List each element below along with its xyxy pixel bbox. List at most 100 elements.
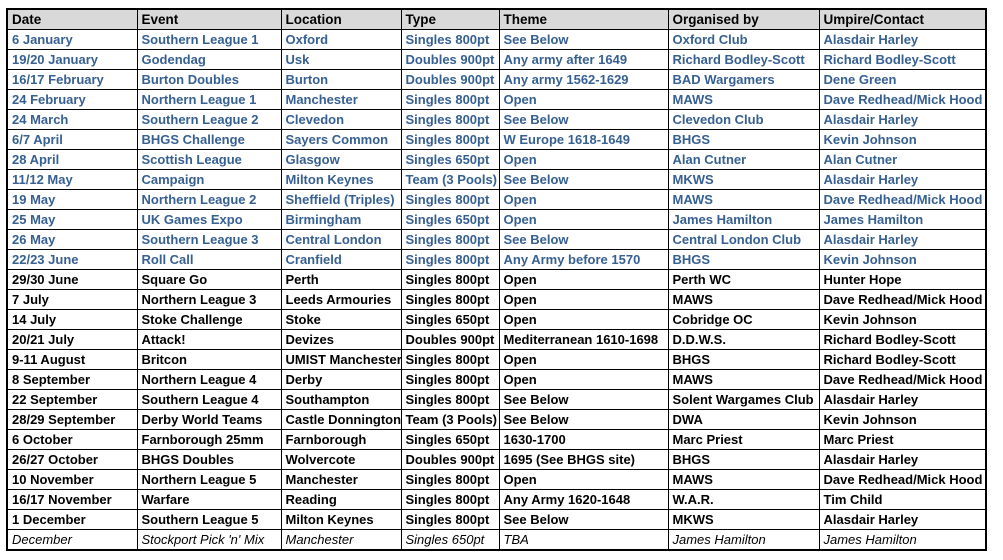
table-cell: Open [498, 89, 669, 110]
table-cell: Dave Redhead/Mick Hood [818, 89, 987, 110]
table-cell: Singles 650pt [400, 309, 500, 330]
table-cell: Southern League 3 [136, 229, 282, 250]
table-cell: Northern League 2 [136, 189, 282, 210]
table-cell: 1695 (See BHGS site) [498, 449, 669, 470]
table-cell: Richard Bodley-Scott [818, 349, 987, 370]
table-cell: 22 September [6, 389, 138, 410]
table-cell: Birmingham [280, 209, 402, 230]
table-cell: James Hamilton [818, 209, 987, 230]
table-cell: Any Army 1620-1648 [498, 489, 669, 510]
table-row: 7 July Northern League 3 Leeds Armouries Si… [6, 289, 987, 310]
table-cell: Oxford [280, 29, 402, 50]
table-cell: BHGS [667, 449, 820, 470]
table-cell: Singles 650pt [400, 149, 500, 170]
table-row: 26 May Southern League 3 Central London Sin… [6, 229, 987, 250]
table-cell: Singles 800pt [400, 269, 500, 290]
table-row: 28 April Scottish League Glasgow Singles 65… [6, 149, 987, 170]
table-cell: MKWS [667, 509, 820, 530]
table-row: 24 February Northern League 1 Manchester Si… [6, 89, 987, 110]
table-cell: Clevedon [280, 109, 402, 130]
table-cell: 7 July [6, 289, 138, 310]
table-cell: Singles 800pt [400, 129, 500, 150]
table-cell: Cobridge OC [667, 309, 820, 330]
table-cell: See Below [498, 389, 669, 410]
table-cell: Dave Redhead/Mick Hood [818, 469, 987, 490]
table-cell: Wolvercote [280, 449, 402, 470]
table-cell: Southampton [280, 389, 402, 410]
table-cell: James Hamilton [818, 529, 987, 551]
table-cell: Alan Cutner [818, 149, 987, 170]
table-cell: Oxford Club [667, 29, 820, 50]
table-cell: Hunter Hope [818, 269, 987, 290]
table-cell: See Below [498, 29, 669, 50]
table-cell: 11/12 May [6, 169, 138, 190]
table-cell: Warfare [136, 489, 282, 510]
table-cell: Burton Doubles [136, 69, 282, 90]
table-cell: Sheffield (Triples) [280, 189, 402, 210]
table-cell: Open [498, 349, 669, 370]
column-header-date: Date [6, 8, 138, 30]
table-cell: W Europe 1618-1649 [498, 129, 669, 150]
table-cell: Farnborough [280, 429, 402, 450]
table-cell: MKWS [667, 169, 820, 190]
table-cell: MAWS [667, 369, 820, 390]
table-cell: Central London [280, 229, 402, 250]
table-cell: Any army after 1649 [498, 49, 669, 70]
table-row: December Stockport Pick 'n' Mix Manchester… [6, 529, 987, 551]
table-row: 8 September Northern League 4 Derby Singles… [6, 369, 987, 390]
table-cell: Perth WC [667, 269, 820, 290]
table-cell: Devizes [280, 329, 402, 350]
table-cell: UMIST Manchester [280, 349, 402, 370]
table-cell: 16/17 November [6, 489, 138, 510]
table-row: 6/7 April BHGS Challenge Sayers Common Sing… [6, 129, 987, 150]
table-cell: Team (3 Pools) [400, 409, 500, 430]
table-cell: Campaign [136, 169, 282, 190]
table-cell: 19 May [6, 189, 138, 210]
table-cell: Square Go [136, 269, 282, 290]
table-cell: Castle Donnington [280, 409, 402, 430]
table-cell: 29/30 June [6, 269, 138, 290]
table-cell: Northern League 5 [136, 469, 282, 490]
table-cell: Open [498, 149, 669, 170]
table-cell: Singles 800pt [400, 509, 500, 530]
table-cell: MAWS [667, 89, 820, 110]
table-cell: 6 January [6, 29, 138, 50]
table-cell: Northern League 1 [136, 89, 282, 110]
table-cell: 6/7 April [6, 129, 138, 150]
table-cell: 24 February [6, 89, 138, 110]
table-cell: Alasdair Harley [818, 29, 987, 50]
table-cell: 28 April [6, 149, 138, 170]
table-cell: Doubles 900pt [400, 449, 500, 470]
table-cell: Scottish League [136, 149, 282, 170]
table-cell: Glasgow [280, 149, 402, 170]
table-row: 22 September Southern League 4 Southampton… [6, 389, 987, 410]
table-row: 25 May UK Games Expo Birmingham Singles 650… [6, 209, 987, 230]
table-cell: Doubles 900pt [400, 49, 500, 70]
table-cell: See Below [498, 109, 669, 130]
table-cell: BHGS [667, 129, 820, 150]
table-cell: Richard Bodley-Scott [667, 49, 820, 70]
table-cell: Singles 800pt [400, 189, 500, 210]
table-cell: 1 December [6, 509, 138, 530]
table-cell: Sayers Common [280, 129, 402, 150]
column-header-event: Event [136, 8, 282, 30]
table-cell: Alasdair Harley [818, 229, 987, 250]
table-cell: Marc Priest [667, 429, 820, 450]
table-cell: Stockport Pick 'n' Mix [136, 529, 282, 551]
table-cell: Southern League 1 [136, 29, 282, 50]
table-cell: Milton Keynes [280, 169, 402, 190]
table-cell: Singles 800pt [400, 249, 500, 270]
table-cell: Dave Redhead/Mick Hood [818, 289, 987, 310]
table-cell: Any army 1562-1629 [498, 69, 669, 90]
table-row: 6 October Farnborough 25mm Farnborough Sing… [6, 429, 987, 450]
table-row: 28/29 September Derby World Teams Castle D… [6, 409, 987, 430]
table-cell: Kevin Johnson [818, 249, 987, 270]
table-cell: 19/20 January [6, 49, 138, 70]
table-cell: 28/29 September [6, 409, 138, 430]
table-cell: Kevin Johnson [818, 409, 987, 430]
table-cell: 1630-1700 [498, 429, 669, 450]
table-cell: Kevin Johnson [818, 129, 987, 150]
table-cell: Open [498, 369, 669, 390]
table-row: 22/23 June Roll Call Cranfield Singles 800p… [6, 249, 987, 270]
table-cell: See Below [498, 509, 669, 530]
